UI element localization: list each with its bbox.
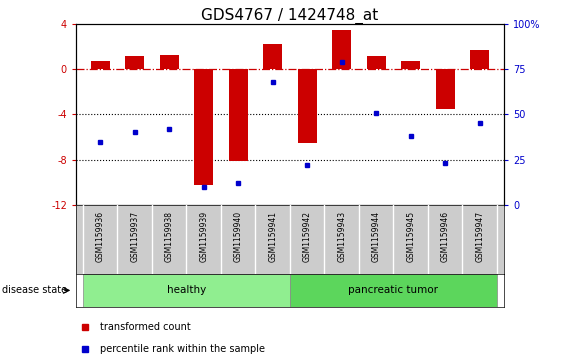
Text: transformed count: transformed count (100, 322, 190, 332)
Text: GSM1159936: GSM1159936 (96, 211, 105, 262)
Text: GSM1159940: GSM1159940 (234, 211, 243, 262)
Bar (401, 61, 420, 69)
Bar (367, 57, 386, 69)
Bar (160, 55, 178, 69)
Bar (91, 61, 110, 69)
Text: GSM1159938: GSM1159938 (164, 211, 173, 262)
Bar (290, 274, 497, 307)
Bar (436, 69, 455, 109)
Bar (298, 69, 316, 143)
Text: disease state: disease state (2, 285, 67, 295)
Text: GSM1159944: GSM1159944 (372, 211, 381, 262)
Bar (83, 274, 290, 307)
Bar (125, 57, 144, 69)
Text: GSM1159937: GSM1159937 (130, 211, 139, 262)
Text: GSM1159939: GSM1159939 (199, 211, 208, 262)
Text: GSM1159942: GSM1159942 (303, 211, 312, 262)
Bar (194, 69, 213, 185)
Text: GSM1159941: GSM1159941 (268, 211, 277, 262)
Title: GDS4767 / 1424748_at: GDS4767 / 1424748_at (202, 7, 378, 24)
Text: pancreatic tumor: pancreatic tumor (348, 285, 439, 295)
Bar (229, 69, 248, 161)
Bar (470, 50, 489, 69)
Text: GSM1159945: GSM1159945 (406, 211, 415, 262)
Text: GSM1159943: GSM1159943 (337, 211, 346, 262)
Bar (332, 30, 351, 69)
Text: percentile rank within the sample: percentile rank within the sample (100, 343, 265, 354)
Text: GSM1159947: GSM1159947 (475, 211, 484, 262)
Text: GSM1159946: GSM1159946 (441, 211, 450, 262)
Bar (263, 44, 282, 69)
Text: healthy: healthy (167, 285, 206, 295)
